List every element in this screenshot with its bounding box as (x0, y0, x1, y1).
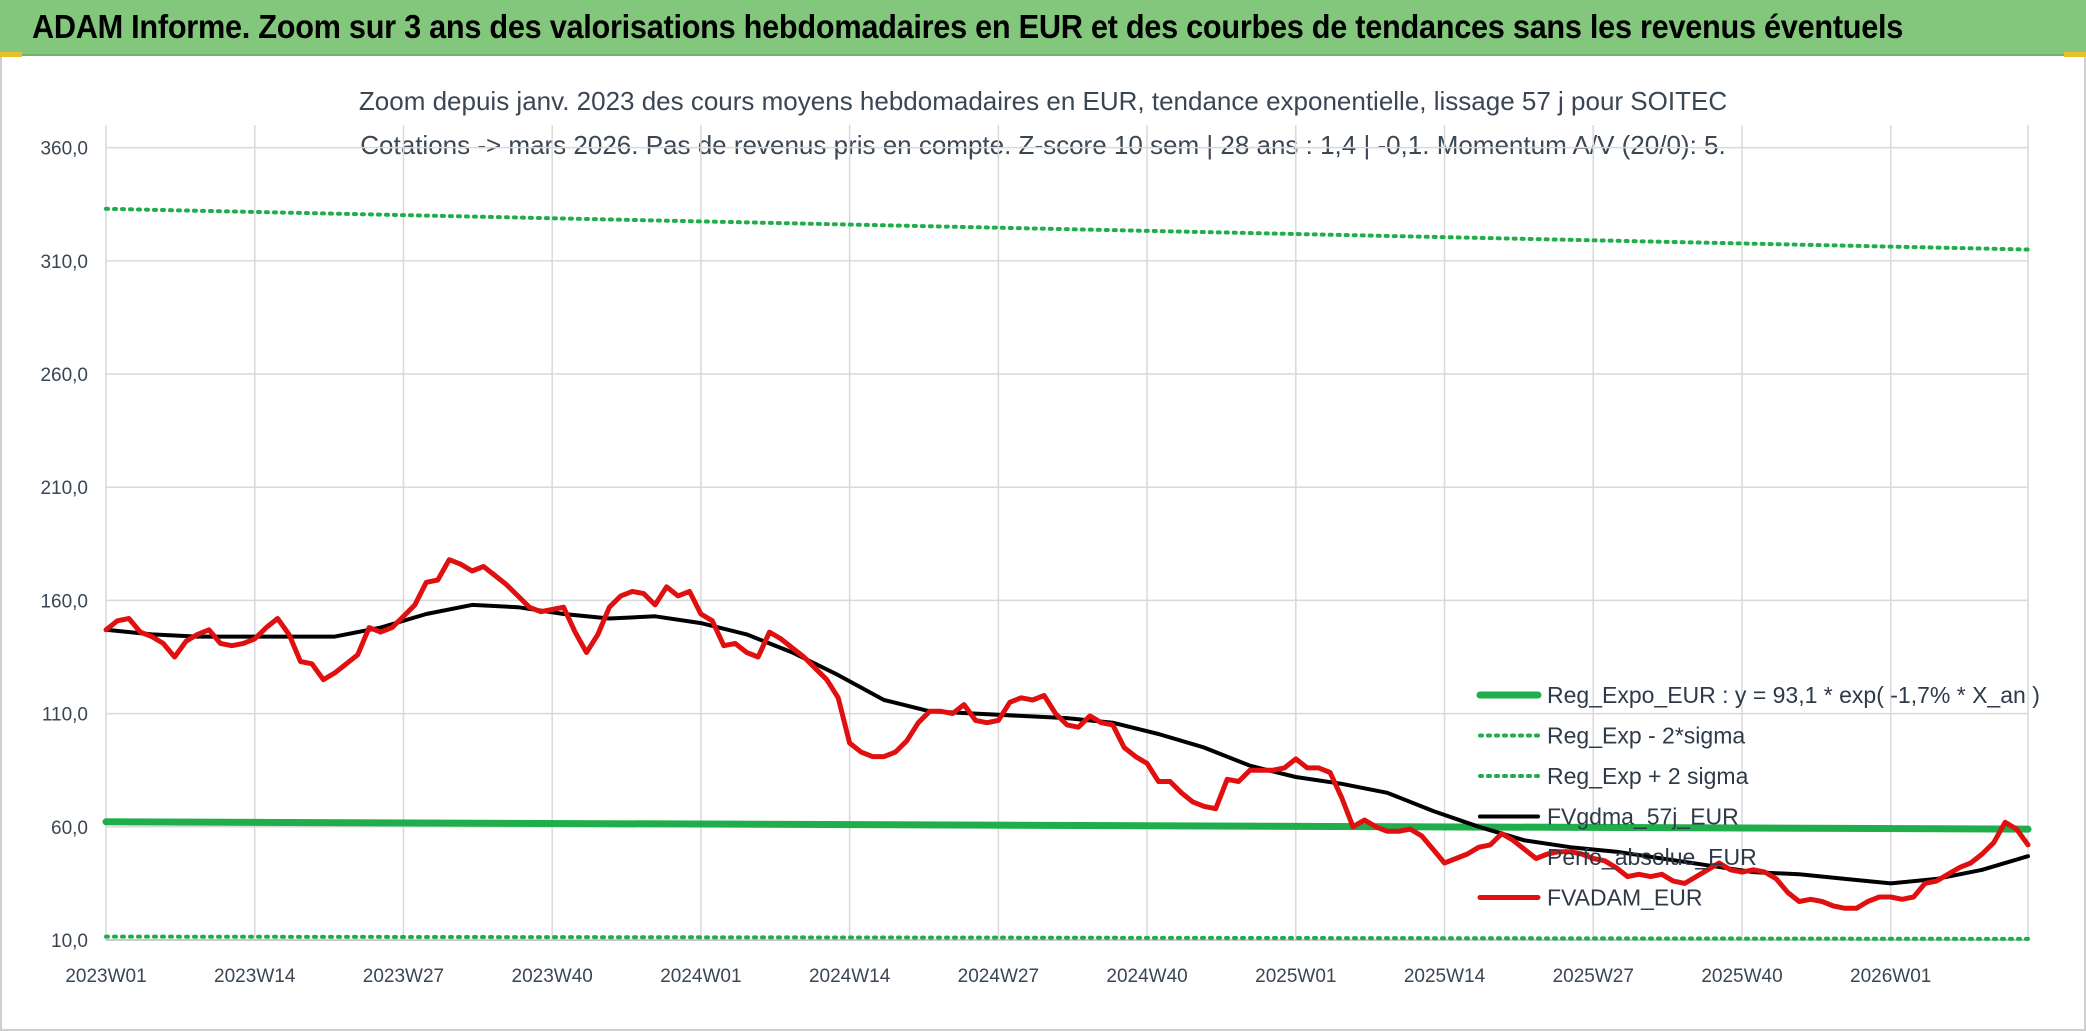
x-tick-label: 2023W40 (512, 966, 593, 987)
banner-corner-left (0, 52, 22, 57)
y-tick-label: 160,0 (40, 591, 88, 612)
fvadam-line (103, 557, 2031, 911)
banner-title: ADAM Informe. Zoom sur 3 ans des valoris… (32, 8, 1904, 45)
fvgdma-line (104, 602, 2030, 886)
y-tick-label: 110,0 (42, 705, 88, 726)
fvgdma-legend-label: FVgdma_57j_EUR (1547, 804, 1739, 830)
x-tick-label: 2024W01 (660, 966, 741, 987)
y-tick-label: 310,0 (40, 252, 88, 273)
x-tick-label: 2023W01 (65, 966, 146, 987)
x-tick-label: 2023W14 (214, 966, 296, 987)
chart-title: Zoom depuis janv. 2023 des cours moyens … (359, 86, 1727, 116)
chart-subtitle: Cotations -> mars 2026. Pas de revenus p… (360, 130, 1725, 160)
x-tick-label: 2025W14 (1404, 966, 1486, 987)
y-tick-label: 360,0 (40, 139, 88, 160)
y-tick-label: 10,0 (51, 931, 88, 952)
x-tick-label: 2026W01 (1850, 966, 1931, 987)
fvadam-legend-label: FVADAM_EUR (1547, 885, 1703, 911)
legend: Reg_Expo_EUR : y = 93,1 * exp( -1,7% * X… (1476, 682, 2040, 911)
reg-expo-legend-label: Reg_Expo_EUR : y = 93,1 * exp( -1,7% * X… (1547, 682, 2040, 708)
x-axis-ticks: 2023W01 2023W14 2023W27 2023W40 2024W01 2024W… (65, 966, 1931, 987)
x-tick-label: 2025W01 (1255, 966, 1336, 987)
y-axis-ticks: 10,0 60,0 110,0 160,0 210,0 260,0 310,0 360,0 (40, 139, 88, 952)
sigma-plus-legend-label: Reg_Exp + 2 sigma (1547, 763, 1749, 789)
title-banner: ADAM Informe. Zoom sur 3 ans des valoris… (0, 0, 2086, 56)
sigma-plus-line (104, 206, 2030, 252)
sigma-minus-line (104, 934, 2030, 941)
y-tick-label: 60,0 (51, 818, 88, 839)
perfo-legend-label: Perfo_absolue_EUR (1547, 844, 1757, 870)
x-tick-label: 2024W27 (958, 966, 1039, 987)
reg-expo-line (102, 818, 2032, 833)
y-tick-label: 260,0 (40, 365, 88, 386)
gridlines (105, 125, 2029, 941)
x-tick-label: 2025W40 (1701, 966, 1782, 987)
x-tick-label: 2024W40 (1106, 966, 1187, 987)
banner-corner-right (2064, 52, 2086, 57)
x-tick-label: 2024W14 (809, 966, 891, 987)
x-tick-label: 2025W27 (1553, 966, 1634, 987)
y-tick-label: 210,0 (40, 478, 88, 499)
x-tick-label: 2023W27 (363, 966, 444, 987)
series-lines (102, 206, 2032, 941)
sigma-minus-legend-label: Reg_Exp - 2*sigma (1547, 723, 1745, 749)
